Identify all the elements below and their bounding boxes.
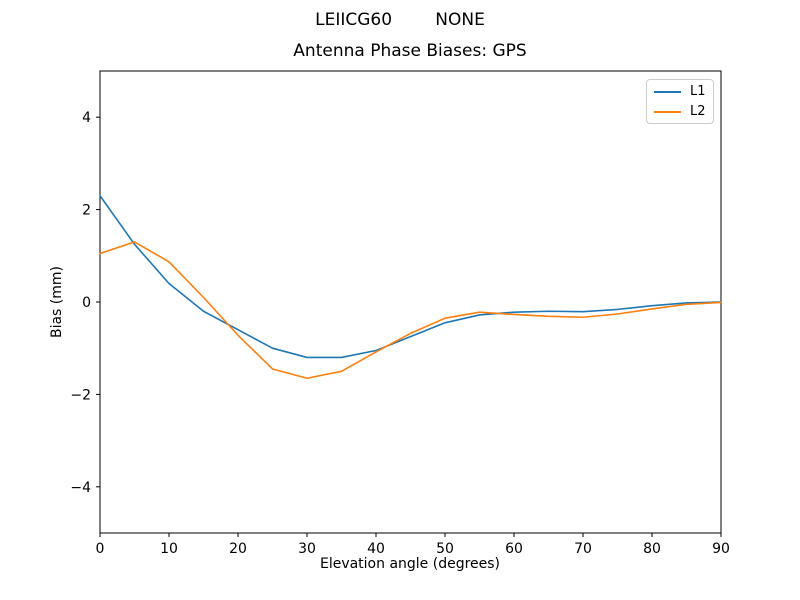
x-tick-label: 10	[160, 541, 178, 557]
chart-title: Antenna Phase Biases: GPS	[293, 41, 527, 61]
legend-line-sample-l1	[654, 90, 681, 93]
series-line-l2	[99, 241, 722, 380]
x-axis-label: Elevation angle (degrees)	[319, 556, 501, 572]
x-tick-label: 90	[712, 541, 730, 557]
y-axis-label: Bias (mm)	[49, 265, 65, 339]
legend-entry-l2: L2	[654, 105, 706, 118]
y-tick-label: −4	[70, 480, 91, 496]
x-tick-label: 60	[505, 541, 523, 557]
x-tick-label: 80	[643, 541, 661, 557]
x-tick-label: 50	[436, 541, 454, 557]
legend-label-l2: L2	[690, 104, 706, 119]
y-tick-label: 4	[82, 110, 91, 126]
x-tick-label: 0	[96, 541, 105, 557]
x-tick-label: 70	[574, 541, 592, 557]
legend-line-sample-l2	[654, 110, 681, 113]
x-tick-label: 40	[367, 541, 385, 557]
figure-suptitle: LEIICG60 NONE	[315, 10, 485, 30]
x-tick-label: 30	[298, 541, 316, 557]
legend: L1 L2	[646, 79, 714, 124]
y-tick-label: −2	[70, 387, 91, 403]
x-tick-label: 20	[229, 541, 247, 557]
legend-label-l1: L1	[690, 84, 706, 99]
y-tick-label: 0	[82, 295, 91, 311]
series-line-l1	[99, 194, 722, 359]
y-tick-label: 2	[82, 203, 91, 219]
legend-entry-l1: L1	[654, 85, 706, 98]
